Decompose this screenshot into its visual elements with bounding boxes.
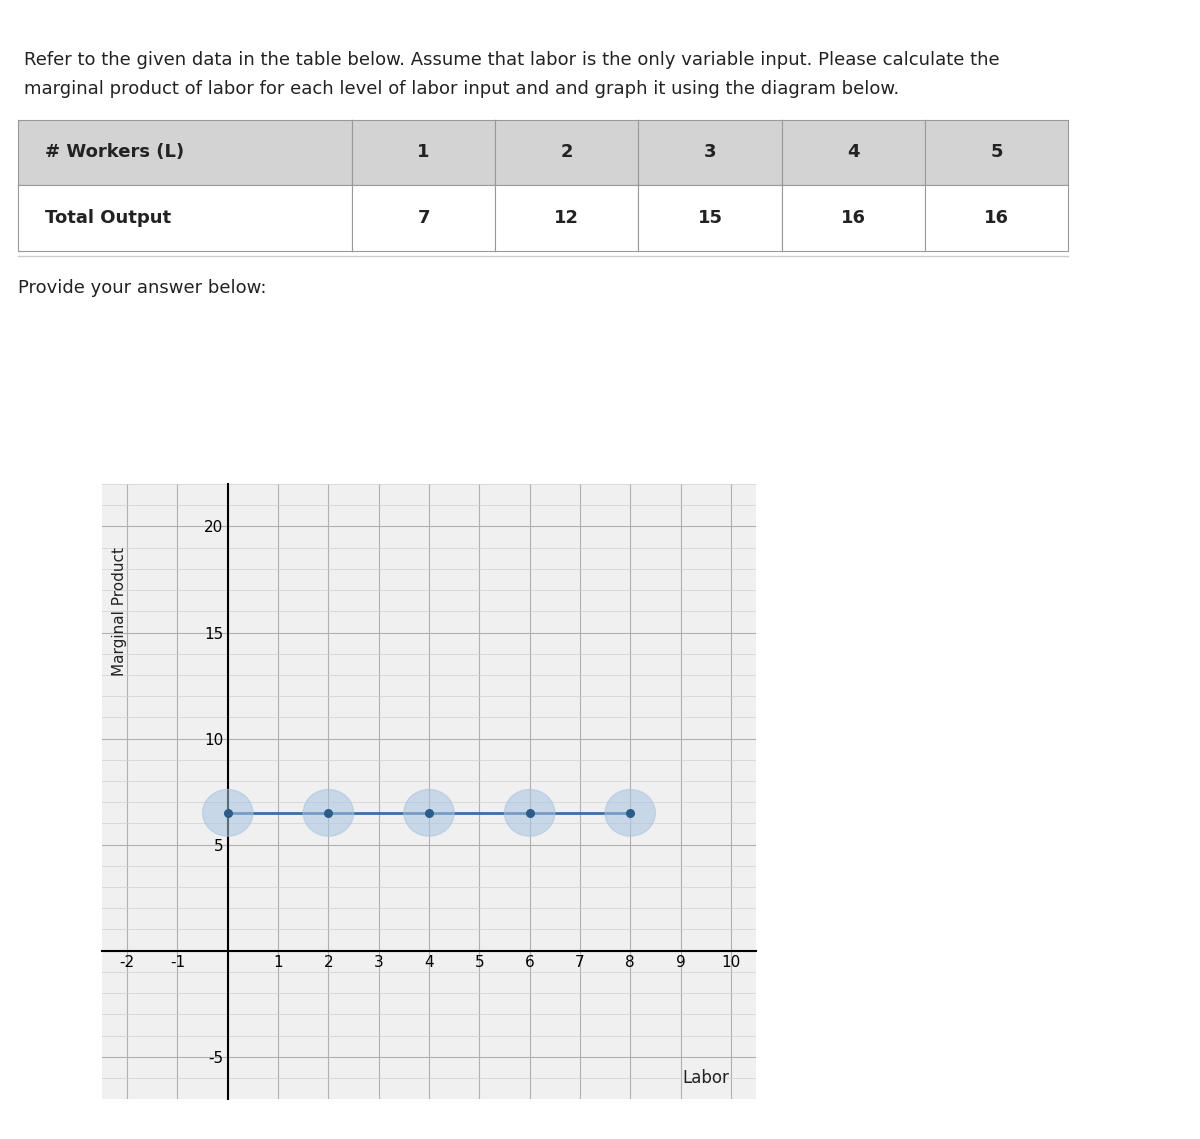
Text: 3: 3 xyxy=(703,144,716,162)
Text: Marginal Product: Marginal Product xyxy=(112,547,127,675)
Text: Refer to the given data in the table below. Assume that labor is the only variab: Refer to the given data in the table bel… xyxy=(24,51,1000,69)
Text: # Workers (L): # Workers (L) xyxy=(44,144,184,162)
Text: 7: 7 xyxy=(418,208,430,227)
Ellipse shape xyxy=(304,789,354,836)
Ellipse shape xyxy=(404,789,454,836)
Point xyxy=(520,804,539,822)
Text: 16: 16 xyxy=(841,208,865,227)
Text: 4: 4 xyxy=(847,144,859,162)
Ellipse shape xyxy=(203,789,253,836)
Ellipse shape xyxy=(605,789,655,836)
Point xyxy=(218,804,238,822)
Text: 5: 5 xyxy=(990,144,1003,162)
Text: 1: 1 xyxy=(418,144,430,162)
Point xyxy=(620,804,640,822)
Text: marginal product of labor for each level of labor input and and graph it using t: marginal product of labor for each level… xyxy=(24,80,899,98)
Text: Provide your answer below:: Provide your answer below: xyxy=(18,279,266,297)
Text: 16: 16 xyxy=(984,208,1009,227)
Point xyxy=(420,804,439,822)
Text: 15: 15 xyxy=(697,208,722,227)
Point xyxy=(319,804,338,822)
Text: 12: 12 xyxy=(554,208,580,227)
Text: 2: 2 xyxy=(560,144,574,162)
Text: Labor: Labor xyxy=(683,1068,730,1087)
Text: Total Output: Total Output xyxy=(44,208,170,227)
Ellipse shape xyxy=(504,789,554,836)
